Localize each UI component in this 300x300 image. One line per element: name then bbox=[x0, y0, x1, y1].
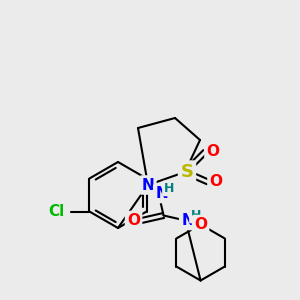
Text: N: N bbox=[142, 178, 154, 193]
Text: S: S bbox=[181, 163, 194, 181]
Text: H: H bbox=[164, 182, 174, 195]
Text: O: O bbox=[209, 175, 223, 190]
Text: Cl: Cl bbox=[48, 204, 64, 219]
Text: N: N bbox=[155, 186, 168, 201]
Text: H: H bbox=[190, 209, 201, 222]
Text: O: O bbox=[127, 213, 140, 228]
Text: O: O bbox=[206, 145, 220, 160]
Text: O: O bbox=[194, 217, 207, 232]
Text: N: N bbox=[181, 213, 194, 228]
